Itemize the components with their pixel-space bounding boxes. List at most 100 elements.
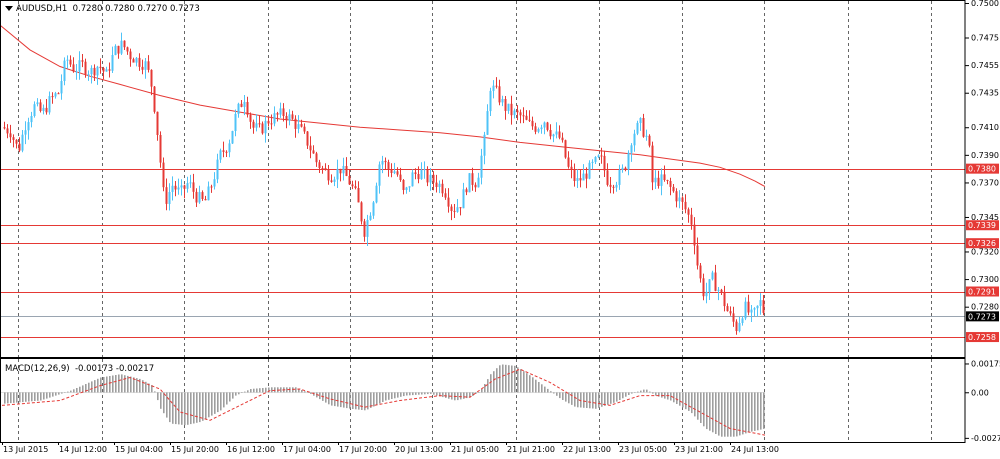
macd-bar: [490, 374, 492, 392]
candle-body: [685, 202, 687, 209]
candle-body: [511, 104, 513, 115]
candle-body: [742, 318, 744, 323]
candle-body: [406, 188, 408, 191]
macd-bar: [580, 392, 582, 407]
candle-body: [652, 146, 654, 183]
candle-body: [142, 67, 144, 70]
macd-bar: [619, 392, 621, 400]
candle-body: [313, 150, 315, 153]
candle-body: [43, 108, 45, 111]
candle-body: [655, 178, 657, 183]
macd-bar: [361, 392, 363, 410]
candle-body: [676, 191, 678, 201]
candle-body: [28, 122, 30, 130]
macd-bar: [463, 392, 465, 399]
candle-body: [637, 123, 639, 134]
macd-bar: [394, 392, 396, 398]
macd-bar: [265, 388, 267, 393]
macd-bar: [553, 392, 555, 393]
macd-bar: [406, 392, 408, 395]
candle-body: [595, 157, 597, 162]
macd-bar: [613, 392, 615, 403]
symbol-menu-arrow-icon[interactable]: [5, 6, 13, 11]
candle-body: [583, 174, 585, 181]
candle-body: [91, 68, 93, 74]
candle-body: [151, 70, 153, 87]
candle-body: [232, 131, 234, 144]
macd-bar: [10, 392, 12, 403]
symbol-label: AUDUSD,H1: [16, 4, 67, 14]
macd-bar: [748, 392, 750, 432]
macd-bar: [547, 389, 549, 392]
candle-body: [388, 162, 390, 169]
macd-bar: [274, 387, 276, 392]
candle-body: [490, 91, 492, 111]
macd-bar: [172, 392, 174, 424]
candle-body: [712, 273, 714, 280]
macd-bar: [604, 392, 606, 406]
candle-body: [451, 207, 453, 211]
candle-body: [148, 61, 150, 70]
candle-body: [100, 67, 102, 68]
macd-bar: [682, 392, 684, 407]
macd-bar: [646, 390, 648, 393]
macd-bar: [532, 377, 534, 392]
candle-body: [745, 302, 747, 319]
macd-bar: [478, 392, 480, 393]
macd-bar: [526, 373, 528, 392]
candle-body: [682, 198, 684, 202]
candle-body: [580, 178, 582, 180]
macd-bar: [634, 392, 636, 393]
macd-bar: [304, 391, 306, 392]
macd-bar: [175, 392, 177, 424]
y-tick-label: 0.7475: [971, 34, 999, 43]
macd-bar: [697, 392, 699, 419]
candle-body: [466, 189, 468, 192]
macd-bar: [259, 388, 261, 392]
candle-body: [568, 158, 570, 167]
candle-body: [550, 130, 552, 136]
macd-bar: [472, 392, 474, 396]
macd-bar: [67, 392, 69, 393]
macd-bar: [223, 392, 225, 407]
candle-body: [25, 130, 27, 134]
macd-bar: [217, 392, 219, 412]
macd-bar: [415, 392, 417, 395]
macd-bar: [514, 366, 516, 392]
candle-body: [661, 174, 663, 186]
macd-bar: [334, 392, 336, 406]
macd-bar: [163, 392, 165, 413]
macd-bar: [178, 392, 180, 424]
candle-body: [250, 115, 252, 122]
macd-bar: [76, 388, 78, 392]
macd-bar: [736, 392, 738, 436]
candle-body: [691, 215, 693, 225]
candle-body: [10, 133, 12, 137]
candle-body: [454, 211, 456, 212]
candle-body: [169, 192, 171, 204]
macd-bar: [397, 392, 399, 397]
macd-bar: [118, 375, 120, 393]
macd-bar: [109, 376, 111, 392]
macd-bar: [643, 390, 645, 393]
macd-bar: [409, 392, 411, 395]
candle-body: [439, 184, 441, 187]
macd-bar: [319, 392, 321, 399]
candle-body: [154, 87, 156, 112]
candle-body: [112, 55, 114, 71]
macd-bar: [676, 392, 678, 404]
macd-bar: [625, 392, 627, 396]
y-tick-label: 0.7280: [971, 303, 999, 312]
macd-bar: [379, 392, 381, 403]
candle-body: [601, 156, 603, 157]
macd-bar: [16, 392, 18, 402]
macd-bar: [310, 392, 312, 394]
macd-bar: [385, 392, 387, 400]
macd-bar: [715, 392, 717, 434]
macd-bar: [4, 392, 6, 403]
macd-bar: [742, 392, 744, 434]
candle-body: [721, 290, 723, 292]
macd-bar: [61, 392, 63, 393]
